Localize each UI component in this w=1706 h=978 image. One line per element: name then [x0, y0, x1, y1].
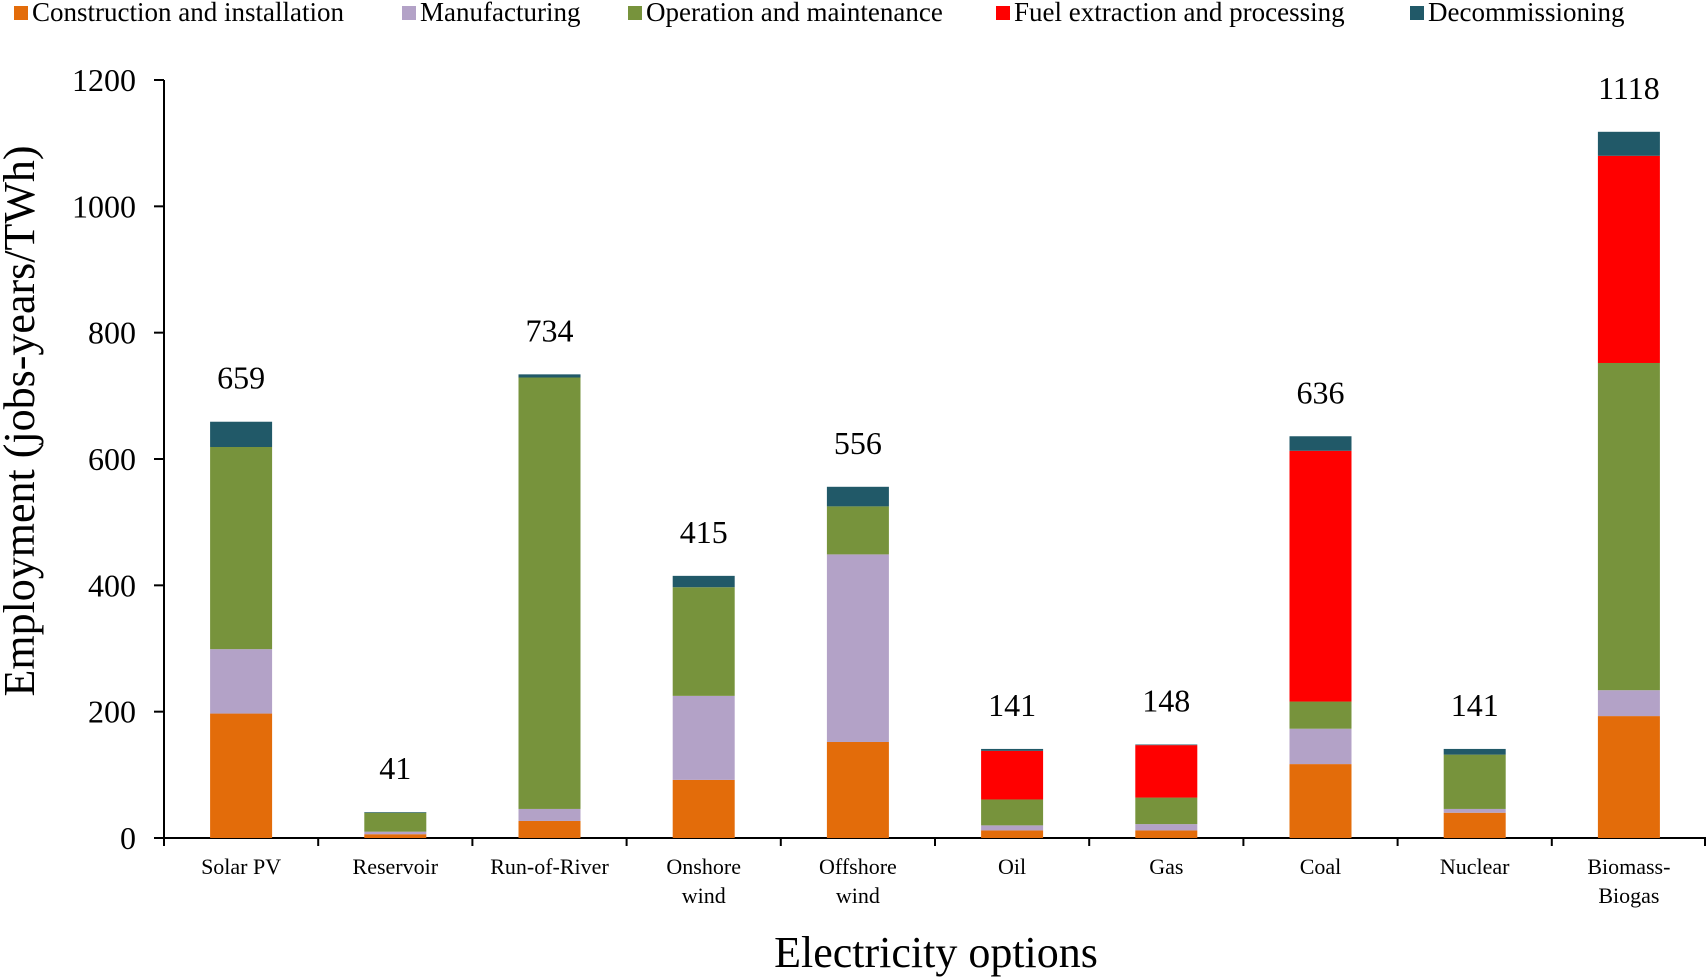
bar-segment-5-4	[981, 748, 1044, 751]
x-tick-label-5: Oil	[998, 854, 1026, 879]
legend-swatch-0	[14, 6, 28, 20]
bar-segment-5-3	[981, 750, 1044, 800]
bar-segment-1-1	[364, 831, 427, 835]
total-label-1: 41	[379, 750, 411, 786]
bar-segment-1-0	[364, 834, 427, 838]
x-tick-label-3-line-1: wind	[682, 883, 726, 908]
total-label-6: 148	[1142, 683, 1190, 719]
bar-segment-3-1	[672, 695, 735, 780]
y-axis: 0 200 400 600 800 1000 1200	[72, 62, 165, 856]
total-label-7: 636	[1297, 374, 1345, 410]
bar-segment-9-0	[1597, 716, 1660, 838]
legend-swatch-3	[996, 6, 1010, 20]
total-label-5: 141	[988, 687, 1036, 723]
x-tick-label-0: Solar PV	[201, 854, 281, 879]
bar-segment-8-4	[1443, 748, 1506, 755]
bar-segment-9-1	[1597, 690, 1660, 717]
x-tick-label-3-line-0: Onshore	[666, 854, 741, 879]
legend: Construction and installation Manufacturi…	[14, 0, 1625, 27]
bar-segment-6-0	[1135, 830, 1198, 838]
y-tick-label-0: 0	[120, 820, 136, 856]
bar-segment-8-0	[1443, 812, 1506, 838]
y-axis-title: Employment (jobs-years/TWh)	[0, 145, 44, 696]
bar-segment-8-1	[1443, 808, 1506, 813]
x-tick-label-9-line-1: Biogas	[1598, 883, 1659, 908]
x-tick-label-9-line-0: Biomass-	[1587, 854, 1670, 879]
x-tick-label-1: Reservoir	[353, 854, 439, 879]
bar-segment-6-1	[1135, 824, 1198, 831]
x-tick-label-7: Coal	[1300, 854, 1342, 879]
bar-segment-5-1	[981, 825, 1044, 831]
bar-segment-7-2	[1289, 701, 1352, 729]
bar-segment-6-4	[1135, 744, 1198, 746]
bar-segment-2-2	[518, 377, 581, 809]
bar-segment-7-0	[1289, 764, 1352, 838]
legend-swatch-1	[402, 6, 416, 20]
bar-segment-9-2	[1597, 362, 1660, 691]
total-labels: 659 41 734 415 556 141 148 636 141 1118	[217, 70, 1660, 786]
x-tick-label-4-line-0: Offshore	[819, 854, 897, 879]
y-tick-label-6: 1200	[72, 62, 136, 98]
legend-label-4: Decommissioning	[1428, 0, 1625, 27]
bar-segment-0-2	[210, 446, 273, 650]
legend-label-0: Construction and installation	[32, 0, 344, 27]
bar-segment-3-0	[672, 779, 735, 838]
bar-segment-4-4	[826, 486, 889, 507]
bar-segment-7-3	[1289, 450, 1352, 702]
bar-segment-6-3	[1135, 745, 1198, 798]
total-label-0: 659	[217, 360, 265, 396]
bar-segment-5-2	[981, 799, 1044, 826]
x-tick-label-6: Gas	[1149, 854, 1183, 879]
bar-segment-7-4	[1289, 436, 1352, 451]
x-tick-label-4-line-1: wind	[836, 883, 880, 908]
y-tick-label-3: 600	[88, 441, 136, 477]
bar-segment-1-4	[364, 812, 427, 813]
x-axis: Solar PV Reservoir Run-of-River Onshore wind…	[163, 837, 1706, 908]
bar-segment-6-2	[1135, 797, 1198, 825]
bar-segment-0-0	[210, 713, 273, 838]
legend-label-2: Operation and maintenance	[646, 0, 943, 27]
bar-segment-2-1	[518, 808, 581, 821]
bar-segment-0-1	[210, 649, 273, 714]
bar-segment-4-1	[826, 554, 889, 742]
total-label-9: 1118	[1598, 70, 1660, 106]
legend-swatch-4	[1410, 6, 1424, 20]
bar-segment-1-2	[364, 812, 427, 832]
y-tick-label-1: 200	[88, 694, 136, 730]
bar-segment-0-4	[210, 421, 273, 447]
bar-segment-5-0	[981, 830, 1044, 838]
y-tick-label-2: 400	[88, 567, 136, 603]
y-tick-label-4: 800	[88, 315, 136, 351]
bar-segment-7-1	[1289, 728, 1352, 765]
bar-segment-2-4	[518, 374, 581, 378]
bars	[210, 131, 1660, 838]
bar-segment-9-3	[1597, 155, 1660, 363]
legend-label-1: Manufacturing	[420, 0, 580, 27]
y-tick-label-5: 1000	[72, 188, 136, 224]
total-label-3: 415	[680, 514, 728, 550]
x-tick-label-2: Run-of-River	[490, 854, 609, 879]
bar-segment-3-2	[672, 587, 735, 696]
bar-segment-8-2	[1443, 754, 1506, 809]
bar-segment-4-0	[826, 741, 889, 838]
bar-segment-2-0	[518, 820, 581, 838]
x-tick-label-8: Nuclear	[1440, 854, 1510, 879]
legend-label-3: Fuel extraction and processing	[1014, 0, 1345, 27]
total-label-2: 734	[526, 312, 574, 348]
x-axis-title: Electricity options	[774, 928, 1098, 977]
bar-segment-4-2	[826, 506, 889, 555]
legend-swatch-2	[628, 6, 642, 20]
bar-segment-3-4	[672, 575, 735, 588]
total-label-4: 556	[834, 425, 882, 461]
total-label-8: 141	[1451, 687, 1499, 723]
bar-segment-9-4	[1597, 131, 1660, 156]
